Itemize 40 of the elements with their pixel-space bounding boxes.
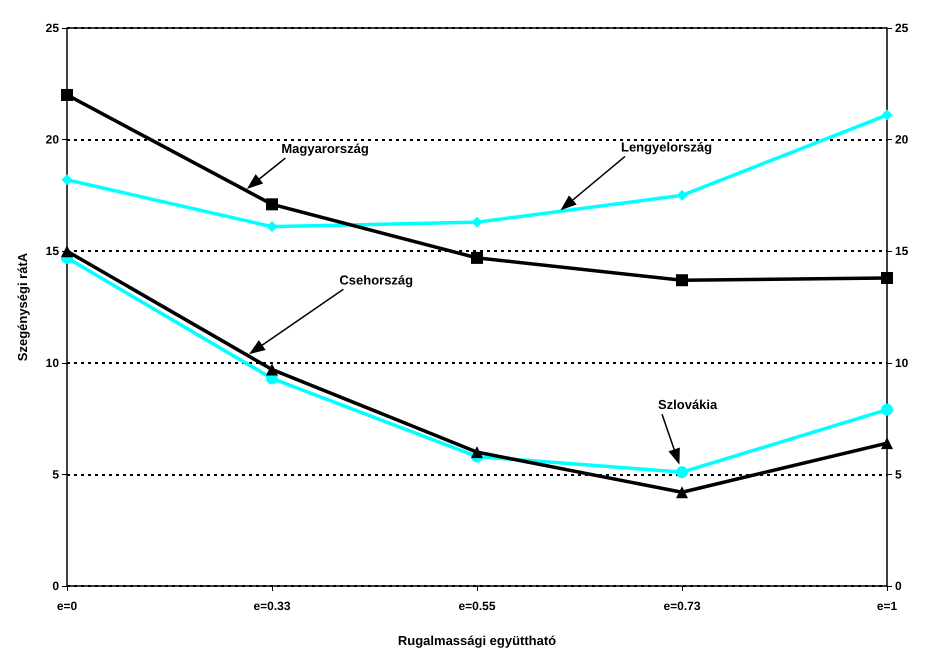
y2-tick-label: 10 xyxy=(895,356,909,370)
point xyxy=(266,221,278,232)
x-tick-label: e=0 xyxy=(56,599,78,613)
x-axis-title: Rugalmassági együttható xyxy=(398,633,556,648)
point xyxy=(676,466,688,478)
y-tick-label: 0 xyxy=(52,579,60,593)
point xyxy=(472,216,482,228)
point xyxy=(881,437,893,450)
y-axis-title: Szegénységi rátA xyxy=(15,252,30,362)
point xyxy=(62,174,72,186)
point xyxy=(266,363,278,376)
point xyxy=(881,272,893,284)
y2-tick-label: 15 xyxy=(895,244,909,258)
point xyxy=(61,88,73,101)
y-tick-label: 20 xyxy=(46,132,60,147)
y-tick-label: 25 xyxy=(46,21,60,35)
y2-tick-label: 0 xyxy=(895,579,902,593)
x-tick-label: e=0.55 xyxy=(458,599,496,613)
point xyxy=(676,274,688,286)
y2-tick-label: 25 xyxy=(895,21,909,35)
point xyxy=(61,245,73,258)
annotation: Lengyelország xyxy=(621,139,712,154)
x-tick-label: e=1 xyxy=(876,599,898,613)
y-tick-label: 5 xyxy=(52,467,60,482)
point xyxy=(471,446,483,458)
y2-tick-label: 5 xyxy=(895,467,902,482)
x-tick-label: e=0.73 xyxy=(663,599,701,613)
point xyxy=(676,190,688,201)
annotation: Csehország xyxy=(339,272,414,288)
point xyxy=(266,198,278,210)
x-tick-label: e=0.33 xyxy=(253,599,291,613)
annotation: Magyarország xyxy=(281,141,369,156)
y-tick-label: 15 xyxy=(46,244,60,258)
point xyxy=(881,404,893,416)
y-tick-label: 10 xyxy=(46,356,60,370)
y2-tick-label: 20 xyxy=(895,132,909,147)
point xyxy=(676,486,688,498)
point xyxy=(882,110,892,121)
annotation: Szlovákia xyxy=(658,397,718,412)
point xyxy=(471,252,483,264)
